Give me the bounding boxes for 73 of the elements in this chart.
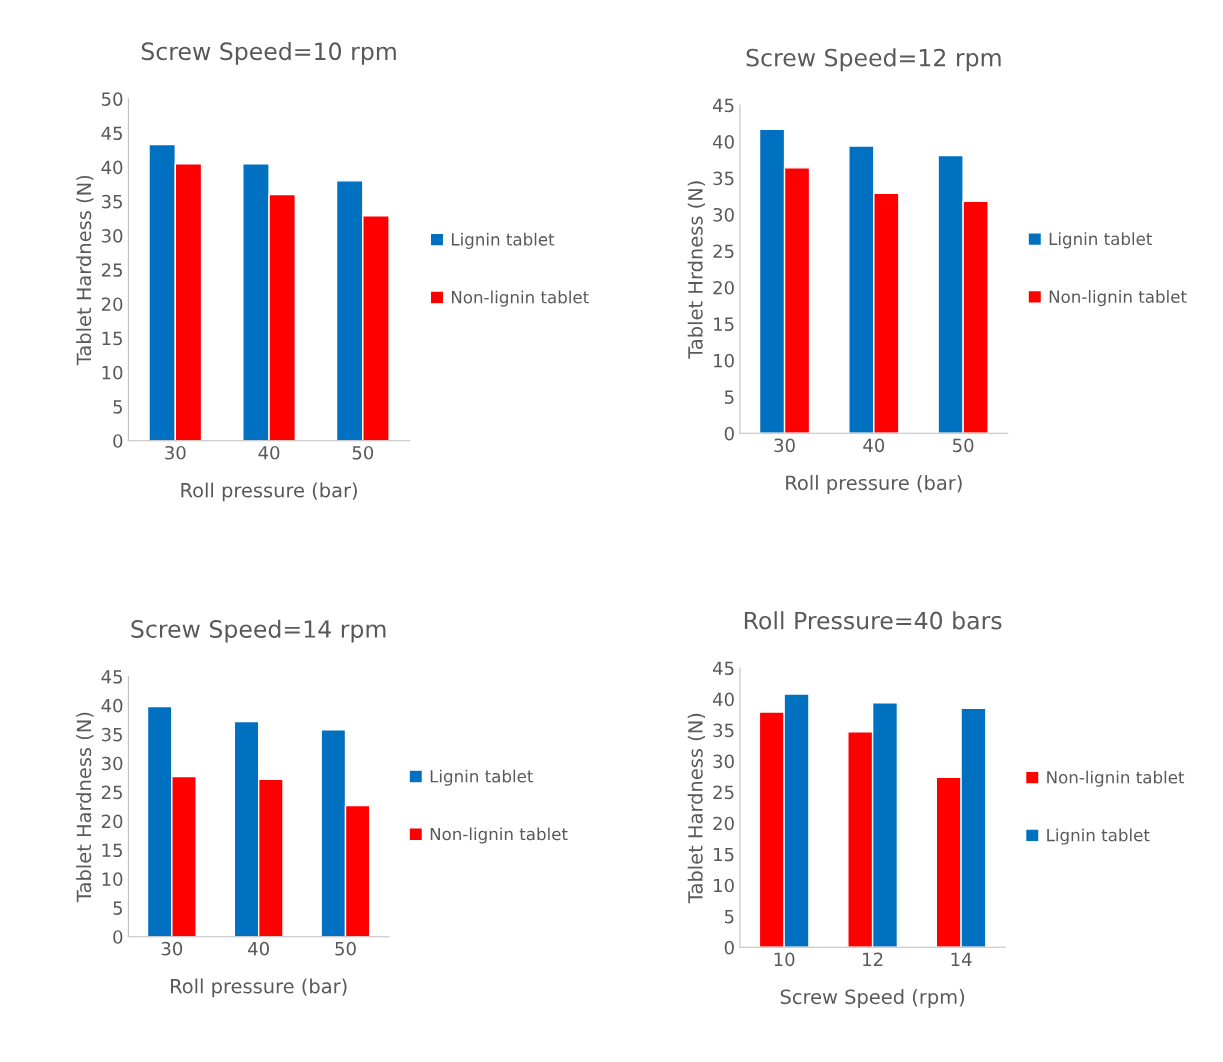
x-tick-label: 50 <box>352 445 374 460</box>
y-tick-label: 35 <box>713 723 734 738</box>
y-tick-label: 45 <box>101 670 122 684</box>
y-tick-label: 20 <box>101 814 123 829</box>
chart-title: Screw Speed=12 rpm <box>746 48 1001 72</box>
legend-label: Lignin tablet <box>451 232 555 249</box>
y-tick-label: 45 <box>712 661 734 676</box>
x-tick-label: 30 <box>774 438 795 453</box>
x-axis-title: Screw Speed (rpm) <box>780 989 965 1008</box>
x-axis-title: Roll pressure (bar) <box>171 978 347 998</box>
y-tick-label: 0 <box>113 930 123 944</box>
y-tick-label: 20 <box>713 816 734 831</box>
y-tick-label: 15 <box>102 843 122 858</box>
y-tick-label: 0 <box>724 426 734 441</box>
chart-title: Screw Speed=14 rpm <box>131 619 386 643</box>
y-tick-label: 40 <box>101 160 123 175</box>
x-tick-label: 50 <box>953 438 974 453</box>
y-tick-label: 5 <box>113 901 122 915</box>
y-tick-label: 10 <box>102 872 123 886</box>
y-tick-label: 30 <box>101 756 123 771</box>
y-tick-label: 10 <box>714 878 734 893</box>
y-tick-label: 25 <box>101 263 122 277</box>
x-tick-label: 50 <box>335 941 356 956</box>
x-tick-label: 40 <box>863 438 885 453</box>
legend-label: Non-lignin tablet <box>1049 290 1187 307</box>
y-axis-title: Tablet Hardness (N) <box>76 175 94 366</box>
chart-title: Roll Pressure=40 bars <box>744 611 1002 630</box>
legend-label: Lignin tablet <box>1047 828 1150 845</box>
y-tick-label: 5 <box>724 390 734 404</box>
x-axis-title: Roll pressure (bar) <box>181 482 357 502</box>
legend-label: Non-lignin tablet <box>430 827 568 844</box>
y-tick-label: 25 <box>713 785 734 800</box>
y-tick-label: 45 <box>101 126 122 141</box>
x-tick-label: 12 <box>863 952 883 966</box>
y-axis-title: Tablet Hardness (N) <box>76 712 94 903</box>
y-tick-label: 45 <box>712 98 734 113</box>
y-tick-label: 40 <box>712 692 734 707</box>
y-tick-label: 15 <box>714 317 734 332</box>
x-tick-label: 10 <box>774 952 795 967</box>
chart-title: Screw Speed=10 rpm <box>141 41 396 65</box>
y-tick-label: 35 <box>713 171 734 186</box>
y-tick-label: 15 <box>102 331 122 346</box>
x-tick-label: 40 <box>258 445 280 460</box>
x-tick-label: 14 <box>951 952 972 966</box>
y-tick-label: 10 <box>102 365 123 380</box>
y-tick-label: 0 <box>113 434 123 448</box>
y-tick-label: 35 <box>101 727 122 742</box>
x-tick-label: 30 <box>161 941 183 956</box>
y-axis-title: Tablet Hardness (N) <box>687 713 706 904</box>
y-tick-label: 50 <box>101 92 123 106</box>
y-tick-label: 5 <box>724 909 734 924</box>
y-tick-label: 20 <box>713 280 734 295</box>
y-tick-label: 10 <box>714 353 734 368</box>
y-tick-label: 35 <box>101 194 122 209</box>
y-tick-label: 40 <box>101 698 123 713</box>
y-tick-label: 15 <box>714 847 734 862</box>
y-tick-label: 5 <box>113 400 122 414</box>
y-tick-label: 0 <box>724 940 734 955</box>
legend-label: Lignin tablet <box>1049 232 1153 249</box>
y-tick-label: 30 <box>713 207 734 222</box>
y-tick-label: 25 <box>713 244 734 259</box>
x-tick-label: 40 <box>248 941 269 956</box>
y-axis-title: Tablet Hrdness (N) <box>687 181 706 359</box>
legend-label: Non-lignin tablet <box>1047 770 1185 787</box>
y-tick-label: 25 <box>101 785 122 800</box>
y-tick-label: 30 <box>101 229 123 243</box>
y-tick-label: 40 <box>712 135 734 149</box>
legend-label: Non-lignin tablet <box>451 290 589 307</box>
y-tick-label: 20 <box>101 297 123 312</box>
y-tick-label: 30 <box>713 754 734 769</box>
legend-label: Lignin tablet <box>430 769 534 786</box>
x-tick-label: 30 <box>165 445 186 460</box>
x-axis-title: Roll pressure (bar) <box>786 475 962 494</box>
